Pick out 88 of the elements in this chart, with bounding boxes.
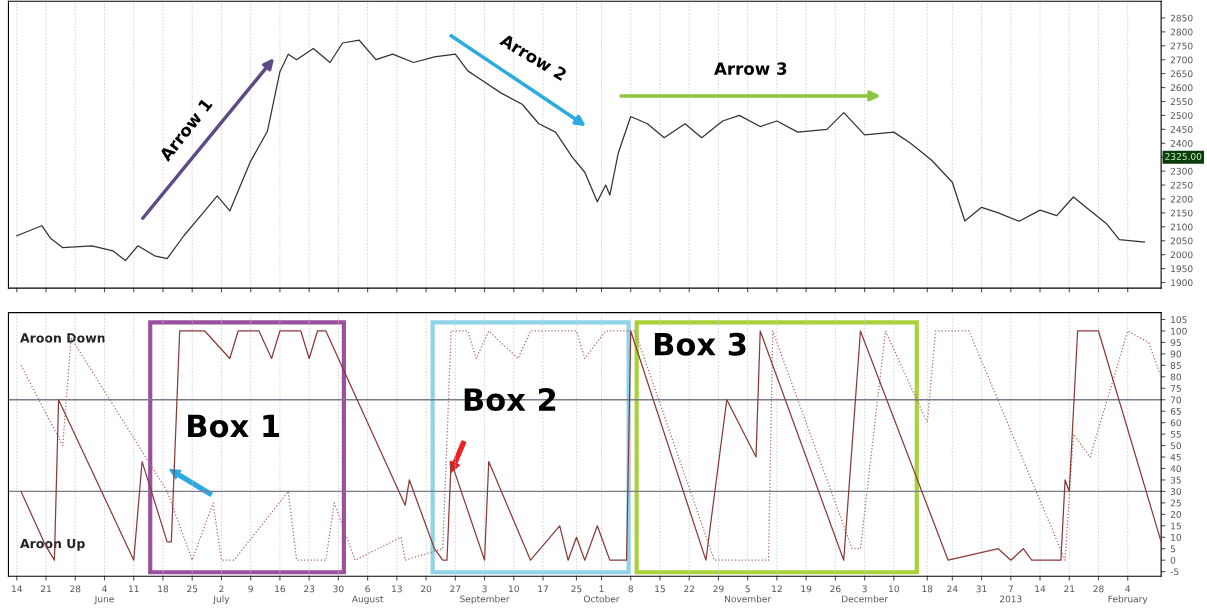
x-tick-label: 1 October xyxy=(583,585,620,603)
x-tick-label: 30 xyxy=(333,585,344,593)
y-tick-label: 2300 xyxy=(1170,167,1193,175)
y-tick-label: 2750 xyxy=(1170,42,1193,50)
annotation: Arrow 3 xyxy=(714,62,787,75)
y-tick-label: 2850 xyxy=(1170,14,1193,22)
y-tick-label: 2000 xyxy=(1170,251,1193,259)
y-tick-label: -5 xyxy=(1170,568,1179,576)
x-tick-label: 16 xyxy=(275,585,286,593)
y-tick-label: 2500 xyxy=(1170,112,1193,119)
x-tick-label: 5 November xyxy=(725,585,772,603)
x-tick-label: 25 xyxy=(571,585,582,593)
x-tick-label: 25 xyxy=(187,585,198,593)
y-tick-label: 2550 xyxy=(1170,98,1193,106)
y-tick-label: 2250 xyxy=(1170,181,1193,189)
x-tick-label: 10 xyxy=(889,585,899,593)
y-tick-label: 75 xyxy=(1170,385,1181,392)
y-tick-label: 55 xyxy=(1170,430,1181,438)
x-tick-label: 12 xyxy=(772,585,782,593)
y-tick-label: 100 xyxy=(1171,327,1187,335)
y-tick-label: 15 xyxy=(1171,522,1181,530)
y-tick-label: 2600 xyxy=(1170,84,1193,92)
y-tick-label: 25 xyxy=(1170,499,1181,507)
y-tick-label: 95 xyxy=(1170,339,1181,346)
x-tick-label: 22 xyxy=(684,585,695,593)
x-tick-label: 28 xyxy=(70,585,81,593)
line-series xyxy=(20,330,1162,561)
y-tick-label: 2650 xyxy=(1170,70,1193,78)
annotation: Box 2 xyxy=(464,388,556,412)
y-tick-label: 40 xyxy=(1170,465,1182,473)
x-tick-label: 8 xyxy=(628,585,633,593)
x-tick-label: 6 August xyxy=(351,585,384,605)
y-tick-label: 1950 xyxy=(1171,265,1193,273)
x-tick-label: 18 xyxy=(922,585,933,593)
y-tick-label: 70 xyxy=(1170,396,1182,404)
x-tick-label: 26 xyxy=(830,585,841,593)
x-tick-label: 19 xyxy=(801,585,812,593)
x-tick-label: 27 xyxy=(450,585,461,593)
x-tick-label: 4 June xyxy=(94,585,114,605)
x-tick-label: 29 xyxy=(713,585,724,593)
x-tick-label: 4 February xyxy=(1108,585,1148,605)
y-tick-label: 2450 xyxy=(1170,126,1193,133)
x-tick-label: 14 xyxy=(12,585,23,593)
x-tick-label: 17 xyxy=(538,585,548,593)
x-tick-label: 13 xyxy=(392,585,402,593)
y-tick-label: 10 xyxy=(1171,533,1182,541)
x-tick-label: 28 xyxy=(1093,585,1104,593)
x-tick-label: 31 xyxy=(976,585,987,593)
y-tick-label: 35 xyxy=(1170,476,1181,484)
y-tick-label: 90 xyxy=(1170,350,1182,358)
y-tick-label: 60 xyxy=(1170,419,1182,427)
y-tick-label: 50 xyxy=(1170,442,1182,450)
x-tick-label: 2 July xyxy=(212,585,230,605)
x-tick-label: 3 December xyxy=(842,585,889,603)
x-tick-label: 3 September xyxy=(460,585,510,605)
x-tick-label: 7 2013 xyxy=(999,585,1022,603)
y-tick-label: 2400 xyxy=(1170,140,1193,147)
x-tick-label: 24 xyxy=(947,585,958,593)
y-tick-label: 20 xyxy=(1170,511,1182,518)
y-tick-label: 5 xyxy=(1170,545,1176,553)
annotation: Box 1 xyxy=(188,414,280,438)
x-tick-label: 21 xyxy=(40,585,51,593)
series-label: Aroon Down xyxy=(20,333,105,343)
y-tick-label: 85 xyxy=(1170,362,1181,369)
x-tick-label: 23 xyxy=(304,585,315,593)
y-tick-label: 2800 xyxy=(1170,28,1193,36)
y-tick-label: 2700 xyxy=(1170,56,1193,64)
text: 2325.00 xyxy=(1165,153,1202,160)
x-tick-label: 9 xyxy=(248,585,253,593)
x-tick-label: 18 xyxy=(158,585,169,593)
x-tick-label: 20 xyxy=(421,585,432,593)
annotation: Box 3 xyxy=(654,332,746,356)
x-tick-label: 14 xyxy=(1035,585,1046,593)
y-tick-label: 105 xyxy=(1171,316,1187,324)
y-tick-label: 2150 xyxy=(1170,209,1193,217)
y-tick-label: 1900 xyxy=(1171,279,1193,287)
x-tick-label: 11 xyxy=(128,585,139,593)
x-tick-label: 21 xyxy=(1064,585,1075,593)
y-tick-label: 2100 xyxy=(1170,223,1193,231)
y-tick-label: 45 xyxy=(1170,453,1181,461)
y-tick-label: 2200 xyxy=(1170,195,1193,203)
y-tick-label: 0 xyxy=(1170,556,1176,564)
y-tick-label: 2050 xyxy=(1170,237,1193,245)
y-tick-label: 65 xyxy=(1170,407,1181,415)
y-tick-label: 30 xyxy=(1170,488,1182,495)
x-tick-label: 10 xyxy=(509,585,519,593)
x-tick-label: 15 xyxy=(655,585,665,593)
y-tick-label: 80 xyxy=(1170,373,1182,381)
